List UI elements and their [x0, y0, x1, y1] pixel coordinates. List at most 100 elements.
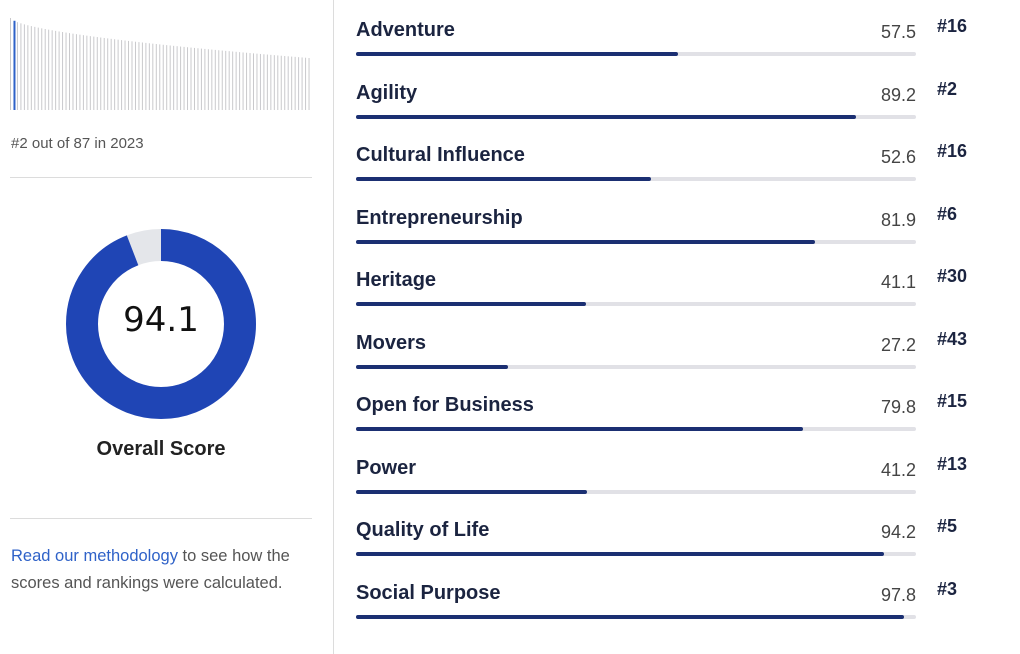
- category-score: 27.2: [880, 334, 916, 355]
- category-score: 94.2: [880, 522, 916, 542]
- category-name: Power: [356, 456, 417, 479]
- category-name: Entrepreneurship: [356, 206, 523, 229]
- divider: [10, 177, 312, 178]
- rank-bar: [214, 49, 216, 110]
- rank-bar: [259, 53, 261, 110]
- rank-bar: [211, 49, 213, 110]
- rank-bar: [100, 37, 102, 110]
- rank-bar: [298, 57, 300, 110]
- rank-bar: [37, 27, 39, 110]
- current-rank-bar: [13, 20, 16, 110]
- rank-bar: [249, 53, 251, 110]
- rank-bar: [134, 41, 136, 110]
- category-row: Heritage 41.1 #30: [356, 250, 996, 312]
- rank-bar: [141, 42, 143, 110]
- rank-bar: [200, 48, 202, 110]
- rank-bar: [10, 18, 11, 110]
- donut-score-arc: [66, 229, 256, 419]
- rank-bar: [287, 56, 289, 110]
- category-rank: #2: [937, 78, 958, 99]
- rank-bar: [34, 26, 36, 110]
- category-score: 89.2: [880, 84, 916, 105]
- category-score: 52.6: [880, 147, 916, 167]
- rank-bar: [65, 32, 67, 110]
- category-name: Quality of Life: [356, 519, 490, 541]
- rank-summary: #2 out of 87 in 2023: [11, 135, 144, 152]
- rank-bar: [103, 37, 105, 110]
- rank-bar: [155, 44, 157, 110]
- panel-divider: [333, 0, 334, 654]
- category-row: Adventure 57.5 #16: [356, 0, 996, 62]
- category-rank: #5: [937, 516, 958, 536]
- rank-bar: [107, 38, 109, 110]
- category-score: 57.5: [880, 22, 916, 42]
- rank-bar: [284, 56, 286, 110]
- rank-bar: [58, 31, 60, 110]
- rank-bar: [152, 43, 154, 110]
- rank-bar: [270, 54, 272, 110]
- rank-bar: [263, 54, 265, 110]
- category-name: Agility: [356, 81, 418, 104]
- overall-score-value: 94.1: [123, 300, 199, 340]
- score-bar-fill: [356, 302, 587, 306]
- rank-bar: [124, 40, 126, 110]
- category-scores-list: Adventure 57.5 #16 Agility 89.2 #2 Cultural In…: [356, 0, 1020, 654]
- rank-bar: [69, 33, 71, 110]
- rank-bar: [221, 50, 223, 110]
- score-bar-fill: [356, 177, 651, 181]
- category-rank: #13: [937, 453, 968, 474]
- rank-bar: [55, 30, 57, 110]
- rank-bar: [193, 47, 195, 110]
- score-bar-fill: [356, 114, 856, 119]
- category-score: 97.8: [880, 584, 916, 605]
- category-row: Movers 27.2 #43: [356, 313, 996, 375]
- rank-bar: [72, 33, 74, 110]
- category-row: Entrepreneurship 81.9 #6: [356, 188, 996, 250]
- category-name: Open for Business: [356, 394, 534, 416]
- rank-bar: [183, 46, 185, 110]
- rank-bar: [301, 57, 303, 110]
- rank-bar: [145, 42, 147, 110]
- category-rank: #43: [937, 328, 968, 349]
- rank-bar: [159, 44, 161, 110]
- rank-bar: [225, 50, 227, 110]
- category-name: Heritage: [356, 269, 437, 291]
- rank-bar: [235, 51, 237, 110]
- rank-bar: [228, 51, 230, 110]
- rank-bar: [117, 39, 119, 110]
- rank-bar: [305, 57, 307, 110]
- rank-bar: [162, 44, 164, 110]
- category-rank: #3: [937, 578, 958, 599]
- rank-bar: [30, 26, 32, 110]
- rank-bar: [110, 38, 112, 110]
- rank-bar: [93, 36, 95, 110]
- category-name: Cultural Influence: [356, 144, 525, 166]
- rank-bar: [232, 51, 234, 110]
- rank-bar: [27, 25, 29, 110]
- rank-bar: [266, 54, 268, 110]
- score-bar-fill: [356, 614, 904, 619]
- rank-bar: [242, 52, 244, 110]
- category-name: Movers: [356, 331, 427, 354]
- rank-bar: [23, 24, 25, 110]
- rank-bar: [277, 55, 279, 110]
- rank-bar: [169, 45, 171, 110]
- score-bar-fill: [356, 52, 678, 56]
- category-rank: #16: [937, 16, 968, 36]
- score-bar-fill: [356, 427, 803, 431]
- rank-bar: [131, 41, 133, 110]
- score-bar-track: [356, 364, 916, 369]
- methodology-link[interactable]: Read our methodology: [11, 547, 178, 565]
- score-bar-track: [356, 614, 916, 619]
- category-row: Cultural Influence 52.6 #16: [356, 125, 996, 187]
- score-bar-track: [356, 114, 916, 119]
- score-bar-track: [356, 427, 916, 431]
- methodology-text: Read our methodology to see how the scor…: [11, 543, 311, 596]
- category-rank: #15: [937, 391, 968, 411]
- methodology-rest: to see how the scores and rankings were …: [11, 547, 290, 592]
- score-bar-track: [356, 52, 916, 56]
- rank-bar: [82, 35, 84, 110]
- rank-bar: [256, 53, 258, 110]
- rank-bar: [308, 58, 310, 110]
- category-row: Agility 89.2 #2: [356, 63, 996, 125]
